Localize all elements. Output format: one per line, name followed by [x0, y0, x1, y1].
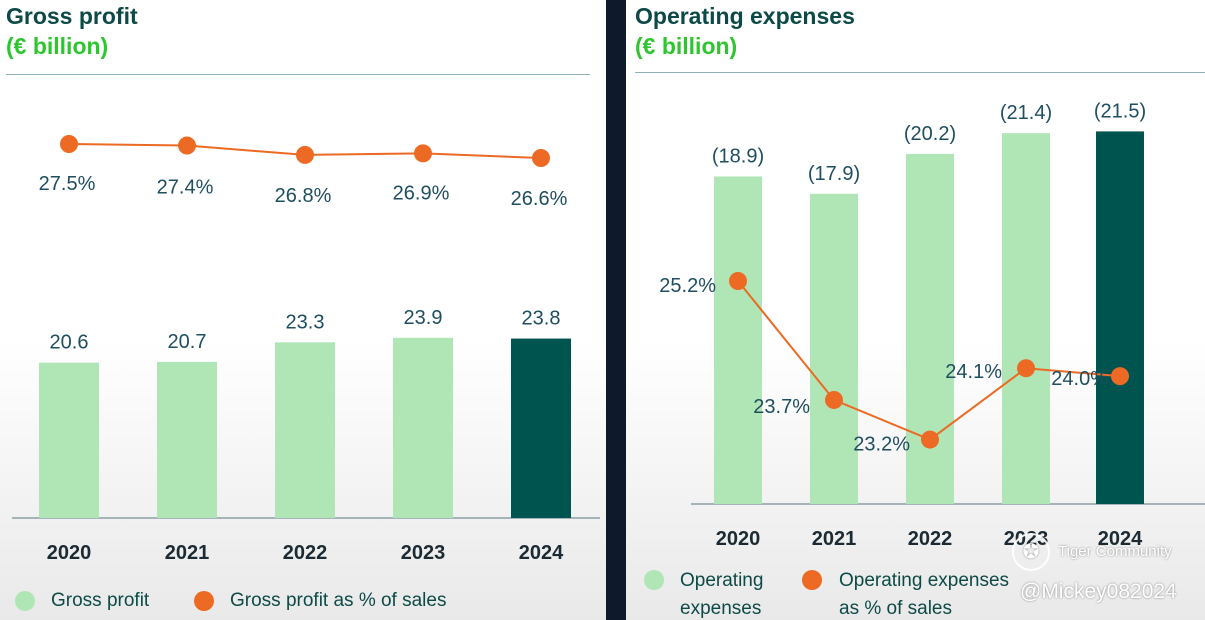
bar-2020 — [39, 362, 99, 518]
x-tick-label-2022: 2022 — [908, 528, 953, 550]
bar-value-label-2020: 20.6 — [50, 332, 89, 354]
legend-operating-expenses-pct-swatch — [802, 570, 822, 590]
x-tick-label-2020: 2020 — [716, 528, 761, 550]
bar-value-label-2020: (18.9) — [712, 145, 764, 167]
percent-label-2020: 27.5% — [39, 173, 96, 195]
operating-expenses-chart: (18.9)2020(17.9)2021(20.2)2022(21.4)2023… — [659, 100, 1205, 550]
bar-2022 — [906, 153, 954, 504]
bar-2023 — [393, 337, 453, 518]
percent-point-2024 — [532, 149, 550, 168]
tiger-logo-icon: ✪ — [1012, 533, 1050, 571]
legend-operating-expenses-pct-label-line2: as % of sales — [839, 598, 952, 619]
bar-2024 — [511, 338, 571, 518]
x-tick-label-2022: 2022 — [283, 542, 328, 564]
watermark-brand: Tiger Community — [1058, 543, 1172, 560]
bar-2022 — [275, 342, 335, 518]
watermark-user: @Mickey082024 — [1020, 580, 1177, 603]
bar-2024 — [1096, 131, 1144, 504]
legend-operating-expenses-pct-label-line1: Operating expenses — [839, 570, 1010, 591]
percent-point-2021 — [178, 136, 196, 155]
gross-profit-title-rule — [6, 74, 590, 75]
bar-2020 — [714, 176, 762, 504]
legend-gross-profit-pct-label: Gross profit as % of sales — [230, 590, 447, 611]
gross-profit-subtitle: (€ billion) — [6, 33, 109, 59]
bar-2021 — [810, 193, 858, 504]
x-tick-label-2021: 2021 — [812, 528, 857, 550]
percent-label-2021: 23.7% — [753, 396, 810, 418]
bar-2023 — [1002, 133, 1050, 504]
operating-expenses-title: Operating expenses — [635, 3, 855, 29]
x-tick-label-2020: 2020 — [47, 542, 92, 564]
gross-profit-title: Gross profit — [6, 3, 138, 29]
legend-operating-expenses-swatch — [644, 570, 664, 590]
bar-value-label-2022: 23.3 — [286, 311, 325, 333]
bar-2021 — [157, 361, 217, 518]
gross-profit-chart: 20.6 2020 20.7 2021 23.3 2022 23.9 2023 23.8 2024… — [12, 135, 600, 564]
gross-profit-panel: Gross profit (€ billion) 20.6 2020 20.7 202… — [0, 0, 606, 620]
percent-point-2021 — [825, 390, 843, 409]
legend-gross-profit-label: Gross profit — [51, 590, 150, 611]
x-tick-label-2024: 2024 — [519, 542, 564, 564]
percent-label-2021: 27.4% — [157, 177, 214, 199]
bar-value-label-2021: (17.9) — [808, 163, 860, 185]
legend-gross-profit-swatch — [15, 591, 35, 611]
percent-point-2023 — [414, 144, 432, 163]
percent-point-2022 — [921, 430, 939, 449]
bar-value-label-2021: 20.7 — [168, 331, 207, 353]
legend-gross-profit-pct-swatch — [194, 591, 214, 611]
percent-label-2023: 24.1% — [945, 361, 1002, 383]
x-tick-label-2021: 2021 — [165, 542, 210, 564]
percent-point-2023 — [1017, 359, 1035, 378]
legend-operating-expenses-label-line1: Operating — [680, 570, 764, 591]
x-tick-label-2024: 2024 — [1098, 528, 1143, 550]
percent-point-2022 — [296, 145, 314, 164]
operating-expenses-subtitle: (€ billion) — [635, 33, 738, 59]
percent-label-2022: 26.8% — [275, 185, 332, 207]
x-tick-label-2023: 2023 — [401, 542, 446, 564]
panel-divider — [606, 0, 626, 620]
percent-label-2024: 26.6% — [511, 188, 568, 210]
legend-operating-expenses-label-line2: expenses — [680, 598, 762, 619]
bar-value-label-2023: 23.9 — [404, 307, 443, 329]
percent-label-2024: 24.0% — [1051, 368, 1108, 390]
percent-point-2020 — [60, 135, 78, 153]
bar-value-label-2024: 23.8 — [522, 308, 561, 330]
bar-value-label-2024: (21.5) — [1094, 100, 1146, 122]
percent-label-2020: 25.2% — [659, 275, 716, 297]
operating-expenses-panel: Operating expenses (€ billion) (18.9) 202… — [626, 0, 1205, 620]
percent-label-2022: 23.2% — [853, 434, 910, 456]
bar-value-label-2023: (21.4) — [1000, 102, 1052, 124]
percent-label-2023: 26.9% — [393, 182, 450, 204]
percent-point-2020 — [729, 272, 747, 290]
percent-point-2024 — [1111, 367, 1129, 386]
operating-expenses-title-rule — [635, 72, 1205, 73]
bar-value-label-2022: (20.2) — [904, 123, 956, 145]
